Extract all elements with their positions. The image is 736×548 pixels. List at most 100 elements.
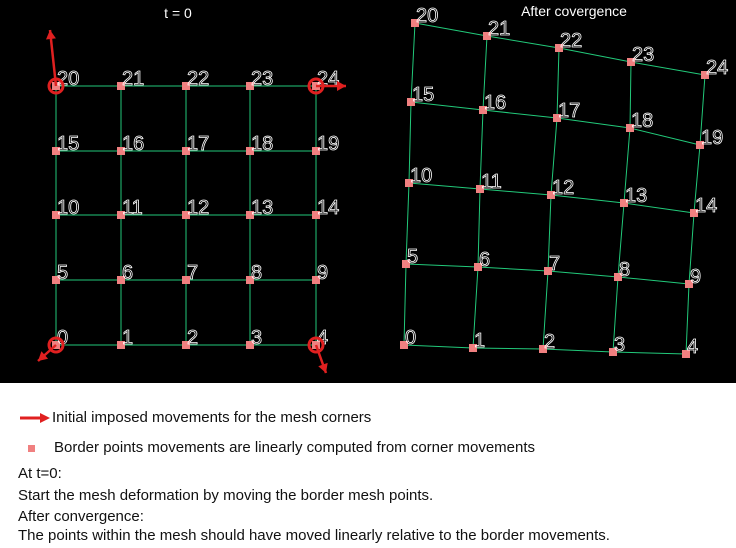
arrow-head xyxy=(318,362,328,373)
mesh-node-label: 3 xyxy=(614,334,625,356)
convergence-heading: After convergence: xyxy=(18,508,144,525)
mesh-node-marker xyxy=(400,341,408,349)
mesh-node-marker xyxy=(246,147,254,155)
mesh-node-marker xyxy=(483,32,491,40)
corner-movement-arrow xyxy=(48,29,58,87)
mesh-node-marker xyxy=(182,211,190,219)
mesh-node-marker xyxy=(52,276,60,284)
arrow-head xyxy=(45,30,56,40)
right-panel-title: After covergence xyxy=(521,3,627,19)
mesh-node-label: 2 xyxy=(187,327,198,349)
mesh-node-marker xyxy=(52,147,60,155)
mesh-node-marker xyxy=(117,147,125,155)
mesh-node-marker xyxy=(246,82,254,90)
mesh-node-marker xyxy=(696,141,704,149)
mesh-node-label: 9 xyxy=(317,262,328,284)
mesh-node-label: 14 xyxy=(695,195,717,217)
mesh-node-label: 1 xyxy=(122,327,133,349)
mesh-node-marker xyxy=(539,345,547,353)
mesh-node-marker xyxy=(312,147,320,155)
mesh-node-label: 15 xyxy=(412,84,434,106)
mesh-node-label: 0 xyxy=(57,327,68,349)
mesh-node-label: 19 xyxy=(317,133,339,155)
mesh-node-label: 20 xyxy=(416,5,438,27)
mesh-node-label: 16 xyxy=(484,92,506,114)
mesh-node-label: 14 xyxy=(317,197,339,219)
mesh-node-marker xyxy=(690,209,698,217)
mesh-node-marker xyxy=(52,211,60,219)
mesh-node-marker xyxy=(117,341,125,349)
mesh-node-label: 0 xyxy=(405,327,416,349)
mesh-node-label: 19 xyxy=(701,127,723,149)
mesh-node-label: 10 xyxy=(57,197,79,219)
mesh-node-marker xyxy=(117,211,125,219)
mesh-node-label: 4 xyxy=(687,336,698,358)
mesh-node-marker xyxy=(620,199,628,207)
mesh-node-label: 17 xyxy=(558,100,580,122)
legend-marker-row: Border points movements are linearly com… xyxy=(18,439,535,456)
mesh-node-label: 2 xyxy=(544,331,555,353)
mesh-node-marker xyxy=(182,341,190,349)
mesh-node-label: 7 xyxy=(549,253,560,275)
mesh-node-marker xyxy=(312,211,320,219)
mesh-diagram: t = 0 After covergence 0 1 2 3 45 6 7 8 910 11 12 1… xyxy=(0,0,736,383)
mesh-node-marker xyxy=(246,211,254,219)
mesh-node-label: 13 xyxy=(625,185,647,207)
convergence-text: The points within the mesh should have m… xyxy=(18,527,610,544)
mesh-node-label: 18 xyxy=(631,110,653,132)
mesh-node-label: 22 xyxy=(187,68,209,90)
mesh-node-marker xyxy=(117,276,125,284)
mesh-node-marker xyxy=(117,82,125,90)
mesh-node-label: 18 xyxy=(251,133,273,155)
mesh-node-label: 21 xyxy=(488,18,510,40)
mesh-node-label: 16 xyxy=(122,133,144,155)
mesh-node-label: 9 xyxy=(690,266,701,288)
mesh-node-marker xyxy=(614,273,622,281)
arrow-head xyxy=(38,351,49,361)
mesh-node-label: 15 xyxy=(57,133,79,155)
mesh-node-label: 17 xyxy=(187,133,209,155)
mesh-node-marker xyxy=(685,280,693,288)
mesh-node-label: 5 xyxy=(57,262,68,284)
mesh-node-label: 13 xyxy=(251,197,273,219)
mesh-node-marker xyxy=(182,147,190,155)
mesh-node-marker xyxy=(553,114,561,122)
mesh-node-marker xyxy=(547,191,555,199)
mesh-node-marker xyxy=(407,98,415,106)
mesh-node-marker xyxy=(555,44,563,52)
mesh-node-label: 5 xyxy=(407,246,418,268)
mesh-node-label: 24 xyxy=(706,57,728,79)
mesh-node-label: 22 xyxy=(560,30,582,52)
mesh-node-label: 6 xyxy=(122,262,133,284)
mesh-node-label: 3 xyxy=(251,327,262,349)
mesh-node-label: 11 xyxy=(481,171,502,193)
mesh-node-marker xyxy=(402,260,410,268)
pink-square-icon xyxy=(28,444,35,452)
mesh-node-marker xyxy=(626,124,634,132)
mesh-node-label: 12 xyxy=(187,197,209,219)
mesh-node-marker xyxy=(182,276,190,284)
mesh-node-marker xyxy=(476,185,484,193)
mesh-node-marker xyxy=(246,341,254,349)
corner-ring xyxy=(47,336,65,354)
diagram-background xyxy=(0,0,736,383)
legend-marker-text: Border points movements are linearly com… xyxy=(54,439,536,456)
mesh-node-marker xyxy=(312,276,320,284)
mesh-node-marker xyxy=(701,71,709,79)
mesh-node-label: 11 xyxy=(122,197,143,219)
mesh-node-marker xyxy=(411,19,419,27)
legend-arrow-text: Initial imposed movements for the mesh c… xyxy=(52,409,372,426)
mesh-node-marker xyxy=(246,276,254,284)
mesh-node-label: 21 xyxy=(122,68,144,90)
mesh-node-marker xyxy=(544,267,552,275)
legend-arrow-row: Initial imposed movements for the mesh c… xyxy=(18,409,371,426)
t0-text: Start the mesh deformation by moving the… xyxy=(18,487,434,504)
corner-ring xyxy=(307,336,325,354)
mesh-node-marker xyxy=(474,263,482,271)
mesh-node-marker xyxy=(182,82,190,90)
mesh-node-marker xyxy=(405,179,413,187)
mesh-node-label: 4 xyxy=(317,327,328,349)
red-arrow-icon xyxy=(20,412,50,423)
